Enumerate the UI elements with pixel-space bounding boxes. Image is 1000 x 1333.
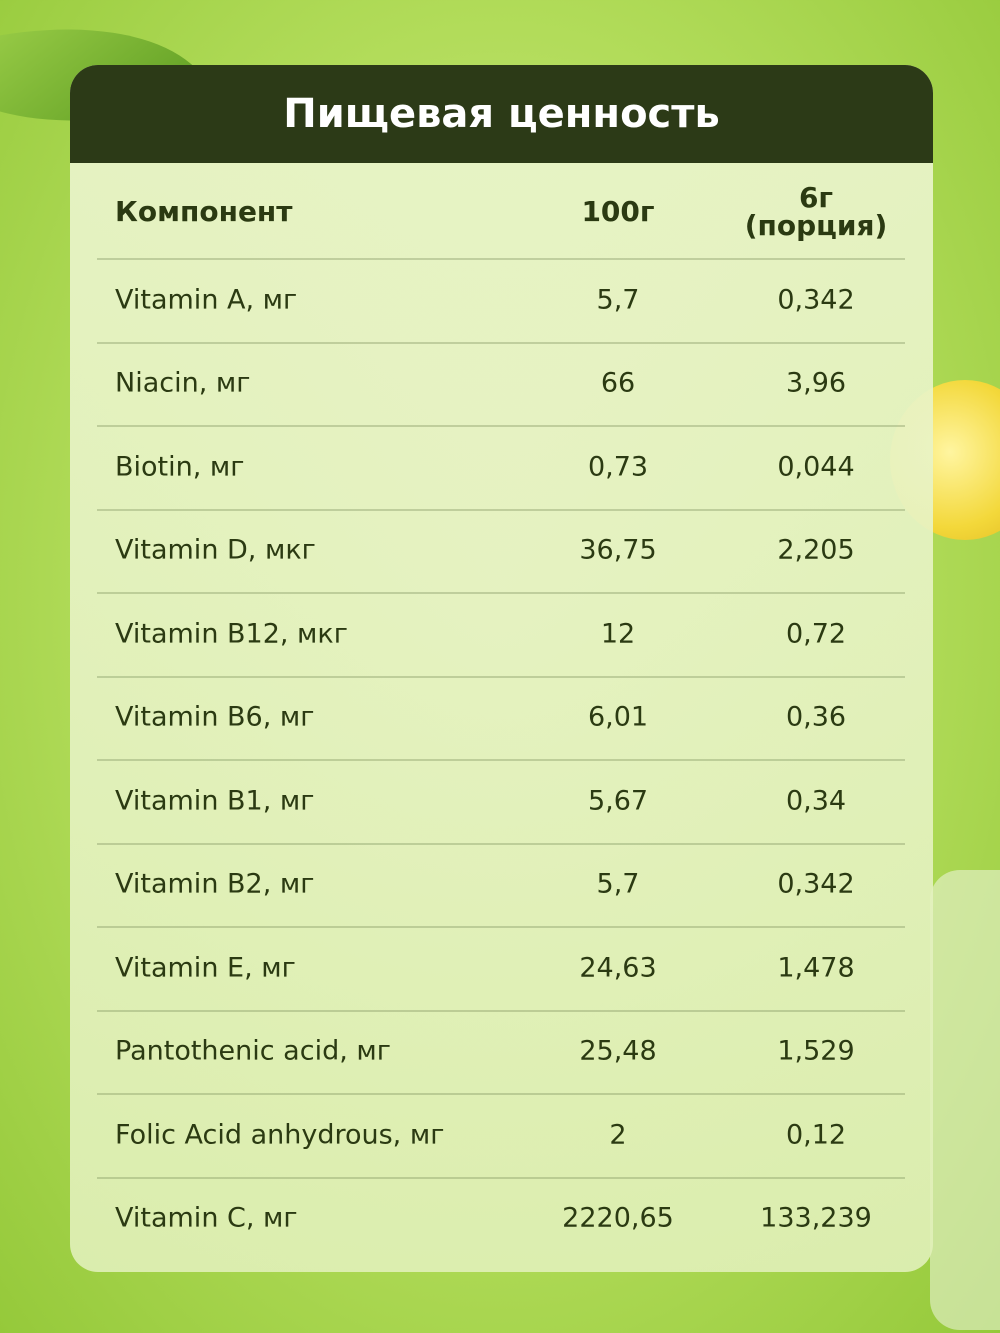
column-header: 100г [581,195,655,228]
value-cell: 66 [600,367,636,399]
value-cell: 0,342 [777,868,855,900]
component-name: Vitamin A, мг [115,284,298,315]
component-name: Pantothenic acid, мг [115,1035,391,1067]
title: Пищевая ценность [70,65,933,163]
component-name: Vitamin E, мг [115,952,296,983]
row-separator [97,592,905,594]
value-cell: 5,67 [587,785,649,816]
value-cell: 1,529 [777,1035,855,1067]
component-name: Vitamin B12, мкг [115,618,348,649]
row-separator [97,341,905,344]
nutrition-card: Пищевая ценность Компонент 100г 6г (порция… [70,65,933,1272]
row-separator [97,842,905,845]
value-cell: 0,72 [785,618,847,649]
value-cell: 0,342 [777,284,855,315]
row-separator [97,508,905,511]
row-separator [97,926,905,928]
value-cell: 25,48 [579,1035,657,1067]
row-separator [97,759,905,761]
value-cell: 0,36 [785,701,847,733]
value-cell: 3,96 [785,367,847,399]
column-header: Компонент [115,195,293,228]
component-name: Biotin, мг [115,451,245,482]
value-cell: 0,12 [785,1119,847,1150]
value-cell: 0,34 [785,785,847,816]
component-name: Vitamin C, мг [115,1202,298,1234]
value-cell: 0,044 [777,451,855,482]
row-separator [97,258,905,260]
row-separator [97,425,905,427]
component-name: Folic Acid anhydrous, мг [115,1119,445,1150]
value-cell: 36,75 [579,534,657,566]
jar-decoration [930,870,1000,1330]
value-cell: 24,63 [579,952,657,983]
component-name: Niacin, мг [115,367,251,399]
value-cell: 2,205 [777,534,855,566]
component-name: Vitamin D, мкг [115,534,316,566]
row-separator [97,1093,905,1095]
component-name: Vitamin B2, мг [115,868,315,900]
component-name: Vitamin B1, мг [115,785,315,816]
value-cell: 5,7 [596,284,640,315]
value-cell: 2 [609,1119,627,1150]
value-cell: 12 [600,618,636,649]
value-cell: 6,01 [587,701,649,733]
row-separator [97,1176,905,1179]
row-separator [97,1009,905,1012]
value-cell: 0,73 [587,451,649,482]
value-cell: 1,478 [777,952,855,983]
column-header: 6г (порция) [744,181,888,242]
component-name: Vitamin B6, мг [115,701,315,733]
value-cell: 5,7 [596,868,640,900]
value-cell: 133,239 [760,1202,872,1234]
row-separator [97,675,905,678]
value-cell: 2220,65 [562,1202,674,1234]
